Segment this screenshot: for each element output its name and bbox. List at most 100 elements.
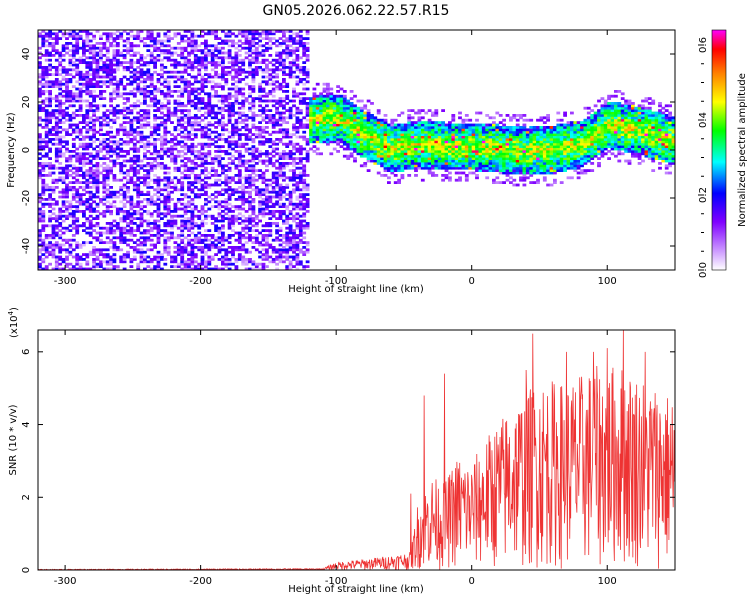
spectrogram-cell (163, 140, 168, 144)
spectrogram-cell (227, 118, 232, 122)
spectrogram-cell (51, 138, 56, 141)
spectrogram-cell (193, 157, 198, 160)
spectrogram-cell (251, 164, 256, 168)
spectrogram-cell (139, 102, 144, 105)
spectrogram-cell (370, 114, 374, 117)
spectrogram-cell (234, 118, 239, 122)
spectrogram-cell (166, 238, 171, 242)
spectrogram-cell (102, 46, 107, 50)
spectrogram-cell (217, 123, 222, 127)
spectrogram-cell (248, 260, 252, 264)
spectrogram-cell (126, 135, 130, 139)
spectrogram-cell (126, 42, 130, 45)
spectrogram-cell (268, 30, 273, 33)
spectrogram-cell (41, 258, 46, 261)
spectrogram-cell (214, 63, 218, 67)
spectrogram-cell (204, 32, 208, 36)
spectrogram-cell (380, 152, 384, 156)
spectrogram-cell (275, 200, 279, 204)
spectrogram-cell (346, 106, 351, 110)
spectrogram-cell (302, 212, 307, 216)
spectrogram-cell (180, 258, 185, 261)
spectrogram-cell (51, 164, 56, 168)
spectrogram-cell (44, 121, 49, 124)
spectrogram-cell (156, 258, 161, 261)
spectrogram-cell (207, 121, 212, 124)
spectrogram-cell (210, 205, 215, 208)
spectrogram-cell (309, 135, 313, 139)
spectrogram-cell (221, 224, 225, 228)
spectrogram-cell (78, 94, 83, 98)
spectrogram-cell (224, 39, 229, 43)
spectrogram-cell (315, 109, 320, 112)
spectrogram-cell (180, 248, 185, 252)
spectrogram-cell (217, 226, 222, 230)
spectrogram-cell (122, 126, 127, 129)
spectrogram-cell (78, 193, 83, 196)
spectrogram-cell (146, 78, 151, 81)
spectrogram-cell (160, 217, 164, 220)
spectrogram-cell (54, 121, 59, 124)
spectrogram-cell (268, 44, 273, 48)
spectrogram-cell (58, 246, 63, 249)
spectrogram-cell (349, 135, 354, 139)
spectrogram-cell (88, 166, 93, 170)
spectrogram-cell (88, 63, 93, 67)
spectrogram-cell (261, 68, 266, 72)
spectrogram-cell (129, 178, 134, 182)
spectrogram-cell (234, 130, 239, 134)
spectrogram-cell (305, 80, 310, 84)
spectrogram-cell (214, 37, 218, 40)
spectrogram-cell (329, 114, 334, 117)
spectrogram-cell (278, 195, 283, 199)
spectrogram-cell (146, 49, 151, 52)
spectrogram-cell (153, 116, 157, 120)
spectrogram-cell (278, 229, 283, 232)
spectrogram-cell (54, 97, 59, 100)
spectrogram-cell (149, 90, 154, 93)
spectrogram-cell (183, 250, 188, 254)
spectrogram-cell (99, 46, 103, 50)
spectrogram-cell (248, 178, 252, 182)
spectrogram-cell (82, 116, 86, 120)
spectrogram-cell (234, 68, 239, 72)
spectrogram-cell (102, 66, 107, 69)
spectrogram-cell (136, 250, 141, 254)
spectrogram-cell (85, 183, 90, 187)
spectrogram-cell (71, 234, 76, 237)
spectrogram-cell (204, 152, 208, 156)
spectrogram-cell (309, 106, 313, 110)
spectrogram-cell (95, 178, 100, 182)
spectrogram-cell (102, 44, 107, 48)
spectrogram-cell (51, 198, 56, 201)
spectrogram-cell (149, 267, 154, 270)
spectrogram-cell (282, 219, 286, 223)
spectrogram-cell (234, 265, 239, 268)
spectrogram-cell (71, 46, 76, 50)
spectrogram-cell (312, 123, 317, 127)
spectrogram-cell (204, 250, 208, 254)
spectrogram-cell (231, 210, 235, 213)
spectrogram-cell (237, 176, 242, 180)
spectrogram-cell (339, 106, 344, 110)
spectrogram-cell (254, 157, 259, 160)
spectrogram-cell (92, 246, 96, 249)
spectrogram-cell (92, 58, 96, 62)
spectrogram-cell (163, 238, 168, 242)
spectrogram-cell (102, 63, 107, 67)
spectrogram-cell (363, 106, 368, 110)
spectrogram-cell (227, 169, 232, 172)
spectrogram-cell (85, 66, 90, 69)
spectrogram-cell (265, 49, 269, 52)
spectrogram-cell (231, 176, 235, 180)
spectrogram-cell (109, 169, 113, 172)
spectrogram-cell (193, 61, 198, 64)
spectrogram-cell (210, 138, 215, 141)
spectrogram-cell (224, 123, 229, 127)
spectrogram-cell (129, 46, 134, 50)
spectrogram-cell (61, 169, 66, 172)
spectrogram-cell (292, 75, 296, 79)
spectrogram-cell (231, 87, 235, 91)
spectrogram-cell (126, 250, 130, 254)
